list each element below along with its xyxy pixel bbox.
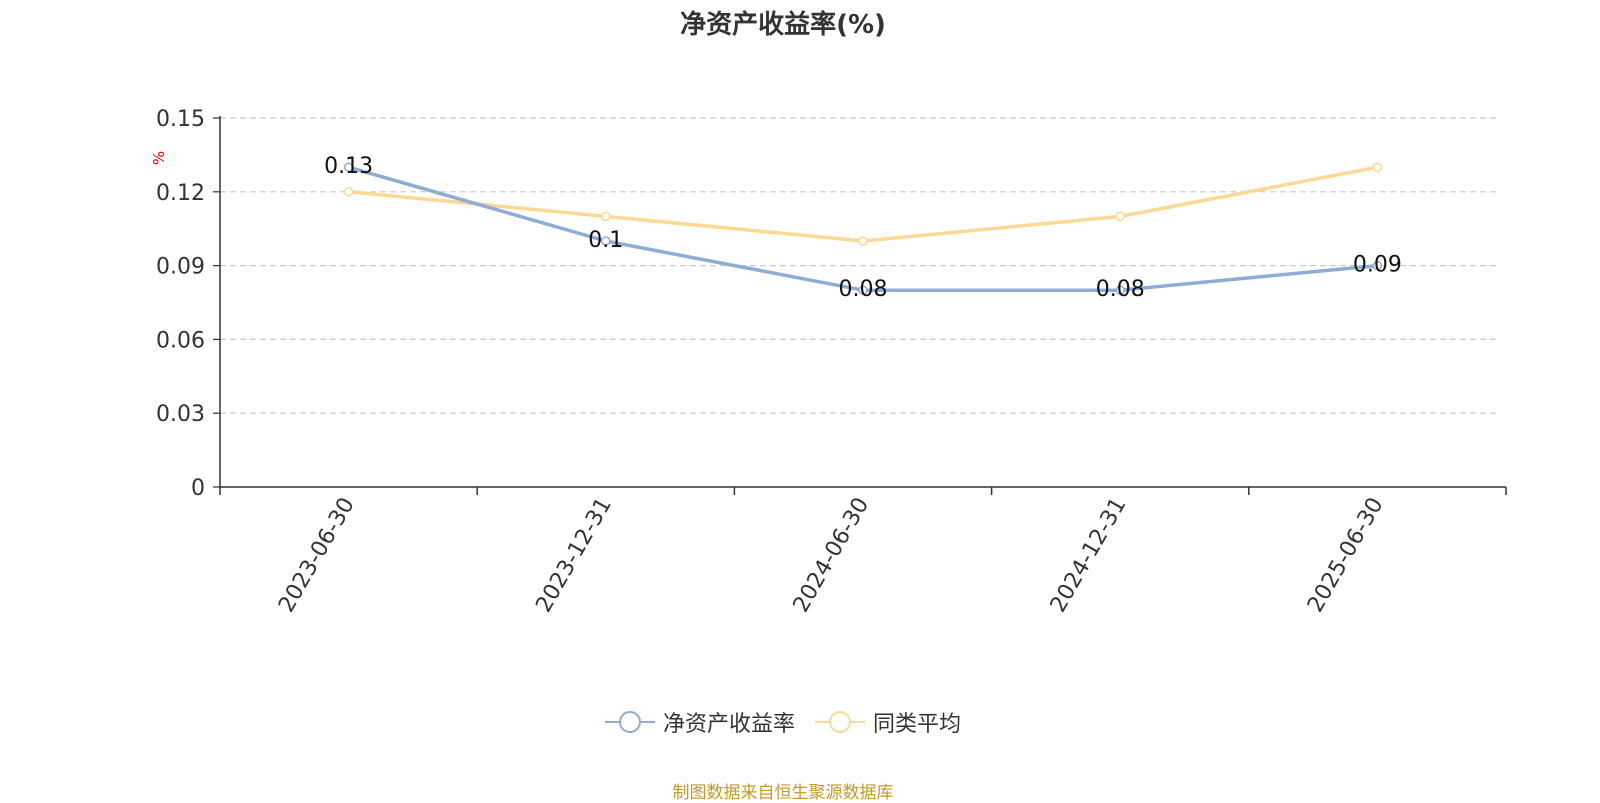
- legend-label-peer-average: 同类平均: [873, 712, 962, 737]
- y-tick-label-1: 0.03: [156, 402, 205, 427]
- legend-marker-peer-average-icon: [815, 711, 865, 733]
- data-labels: 0.13 0.1 0.08 0.08 0.09: [324, 154, 1402, 302]
- series-0-point-0: [343, 162, 354, 172]
- series-0-point-2: [858, 285, 868, 295]
- series-1-point-1: [601, 211, 611, 222]
- chart-title: 净资产收益率(%): [680, 10, 886, 40]
- series-1-point-4: [1372, 162, 1383, 172]
- data-label-3: 0.08: [1096, 277, 1145, 302]
- x-tick-label-2: 2024-06-30: [789, 494, 875, 617]
- y-axis-unit-label: %: [150, 151, 168, 165]
- series-layer: [343, 162, 1383, 295]
- data-label-4: 0.09: [1353, 253, 1402, 278]
- series-1-point-0: [343, 187, 354, 197]
- x-tick-label-1: 2023-12-31: [531, 494, 617, 617]
- y-tick-label-3: 0.09: [156, 255, 205, 280]
- y-tick-label-4: 0.12: [156, 181, 205, 206]
- series-line-1: [348, 165, 1378, 243]
- source-note: 制图数据来自恒生聚源数据库: [672, 783, 894, 803]
- data-label-1: 0.1: [588, 228, 623, 253]
- legend-marker-roe-icon: [604, 711, 655, 733]
- y-tick-label-0: 0: [191, 476, 205, 501]
- data-label-0: 0.13: [324, 154, 373, 179]
- legend-item-roe[interactable]: 净资产收益率: [604, 706, 795, 738]
- series-0-point-4: [1372, 260, 1383, 271]
- y-tick-label-2: 0.06: [156, 328, 205, 353]
- legend: 净资产收益率 同类平均: [0, 706, 1566, 738]
- x-tick-label-4: 2025-06-30: [1303, 494, 1389, 617]
- series-1-point-2: [858, 236, 868, 246]
- legend-item-peer-average[interactable]: 同类平均: [815, 706, 961, 738]
- series-line-0: [348, 165, 1378, 292]
- axes: 0 0.03 0.06 0.09 0.12 0.15% 2023-06-30 2023-12-…: [150, 107, 1507, 617]
- y-tick-label-5: 0.15: [156, 107, 205, 132]
- series-0-point-1: [601, 236, 611, 246]
- grid-lines: [220, 117, 1498, 414]
- x-tick-label-0: 2023-06-30: [274, 494, 360, 617]
- legend-label-roe: 净资产收益率: [662, 712, 795, 737]
- series-1-point-3: [1115, 211, 1125, 222]
- series-0-point-3: [1115, 285, 1125, 295]
- x-tick-label-3: 2024-12-31: [1046, 494, 1132, 617]
- data-label-2: 0.08: [839, 277, 888, 302]
